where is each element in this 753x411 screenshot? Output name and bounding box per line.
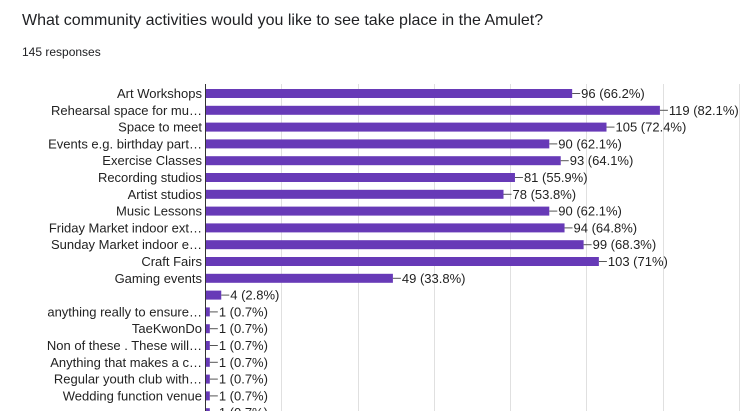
- category-label-1: Rehearsal space for mu…: [51, 103, 202, 118]
- bar-14: [206, 324, 210, 334]
- category-label-2: Space to meet: [118, 120, 202, 135]
- category-label-8: Friday Market indoor ext…: [49, 220, 202, 235]
- data-label-11: 49 (33.8%): [402, 271, 466, 286]
- data-label-13: 1 (0.7%): [219, 304, 268, 319]
- data-label-5: 81 (55.9%): [524, 170, 588, 185]
- data-label-7: 90 (62.1%): [558, 204, 622, 219]
- bar-8: [206, 223, 565, 233]
- bar-3: [206, 139, 550, 149]
- category-label-7: Music Lessons: [116, 204, 202, 219]
- category-label-18: Wedding function venue: [63, 388, 202, 403]
- bar-15: [206, 341, 210, 350]
- category-label-3: Events e.g. birthday part…: [48, 136, 202, 151]
- category-label-0: Art Workshops: [117, 86, 203, 101]
- data-label-4: 93 (64.1%): [570, 153, 634, 168]
- bar-9: [206, 240, 584, 250]
- category-label-15: Non of these . These will…: [47, 338, 202, 353]
- category-label-6: Artist studios: [128, 187, 203, 202]
- category-label-13: anything really to ensure…: [47, 304, 202, 319]
- data-label-3: 90 (62.1%): [558, 136, 622, 151]
- bar-18: [206, 391, 210, 401]
- category-label-9: Sunday Market indoor e…: [51, 237, 202, 252]
- category-label-5: Recording studios: [98, 170, 203, 185]
- category-label-17: Regular youth club with…: [54, 372, 202, 387]
- data-label-19: 1 (0.7%): [219, 405, 268, 411]
- data-label-0: 96 (66.2%): [581, 86, 645, 101]
- data-label-6: 78 (53.8%): [513, 187, 577, 202]
- category-label-11: Gaming events: [115, 271, 203, 286]
- category-label-16: Anything that makes a c…: [50, 355, 202, 370]
- data-label-17: 1 (0.7%): [219, 372, 268, 387]
- data-label-10: 103 (71%): [608, 254, 668, 269]
- data-label-18: 1 (0.7%): [219, 388, 268, 403]
- category-label-14: TaeKwonDo: [132, 321, 202, 336]
- bar-16: [206, 357, 210, 367]
- bar-4: [206, 156, 561, 166]
- data-label-2: 105 (72.4%): [616, 120, 687, 135]
- bar-19: [206, 408, 210, 411]
- bar-13: [206, 307, 210, 317]
- data-label-14: 1 (0.7%): [219, 321, 268, 336]
- data-label-9: 99 (68.3%): [593, 237, 657, 252]
- bar-11: [206, 273, 393, 283]
- bar-2: [206, 122, 607, 132]
- bar-10: [206, 257, 599, 266]
- response-count: 145 responses: [22, 45, 101, 59]
- category-label-4: Exercise Classes: [102, 153, 202, 168]
- bar-0: [206, 89, 573, 98]
- data-label-1: 119 (82.1%): [669, 103, 739, 118]
- bar-17: [206, 374, 210, 384]
- bar-5: [206, 173, 515, 182]
- category-label-10: Craft Fairs: [141, 254, 202, 269]
- data-label-8: 94 (64.8%): [574, 220, 638, 235]
- bar-12: [206, 290, 222, 300]
- data-label-15: 1 (0.7%): [219, 338, 268, 353]
- chart-title: What community activities would you like…: [22, 12, 544, 29]
- data-label-16: 1 (0.7%): [219, 355, 268, 370]
- bar-1: [206, 105, 660, 115]
- bar-6: [206, 189, 504, 199]
- data-label-12: 4 (2.8%): [230, 288, 279, 303]
- bar-7: [206, 206, 550, 216]
